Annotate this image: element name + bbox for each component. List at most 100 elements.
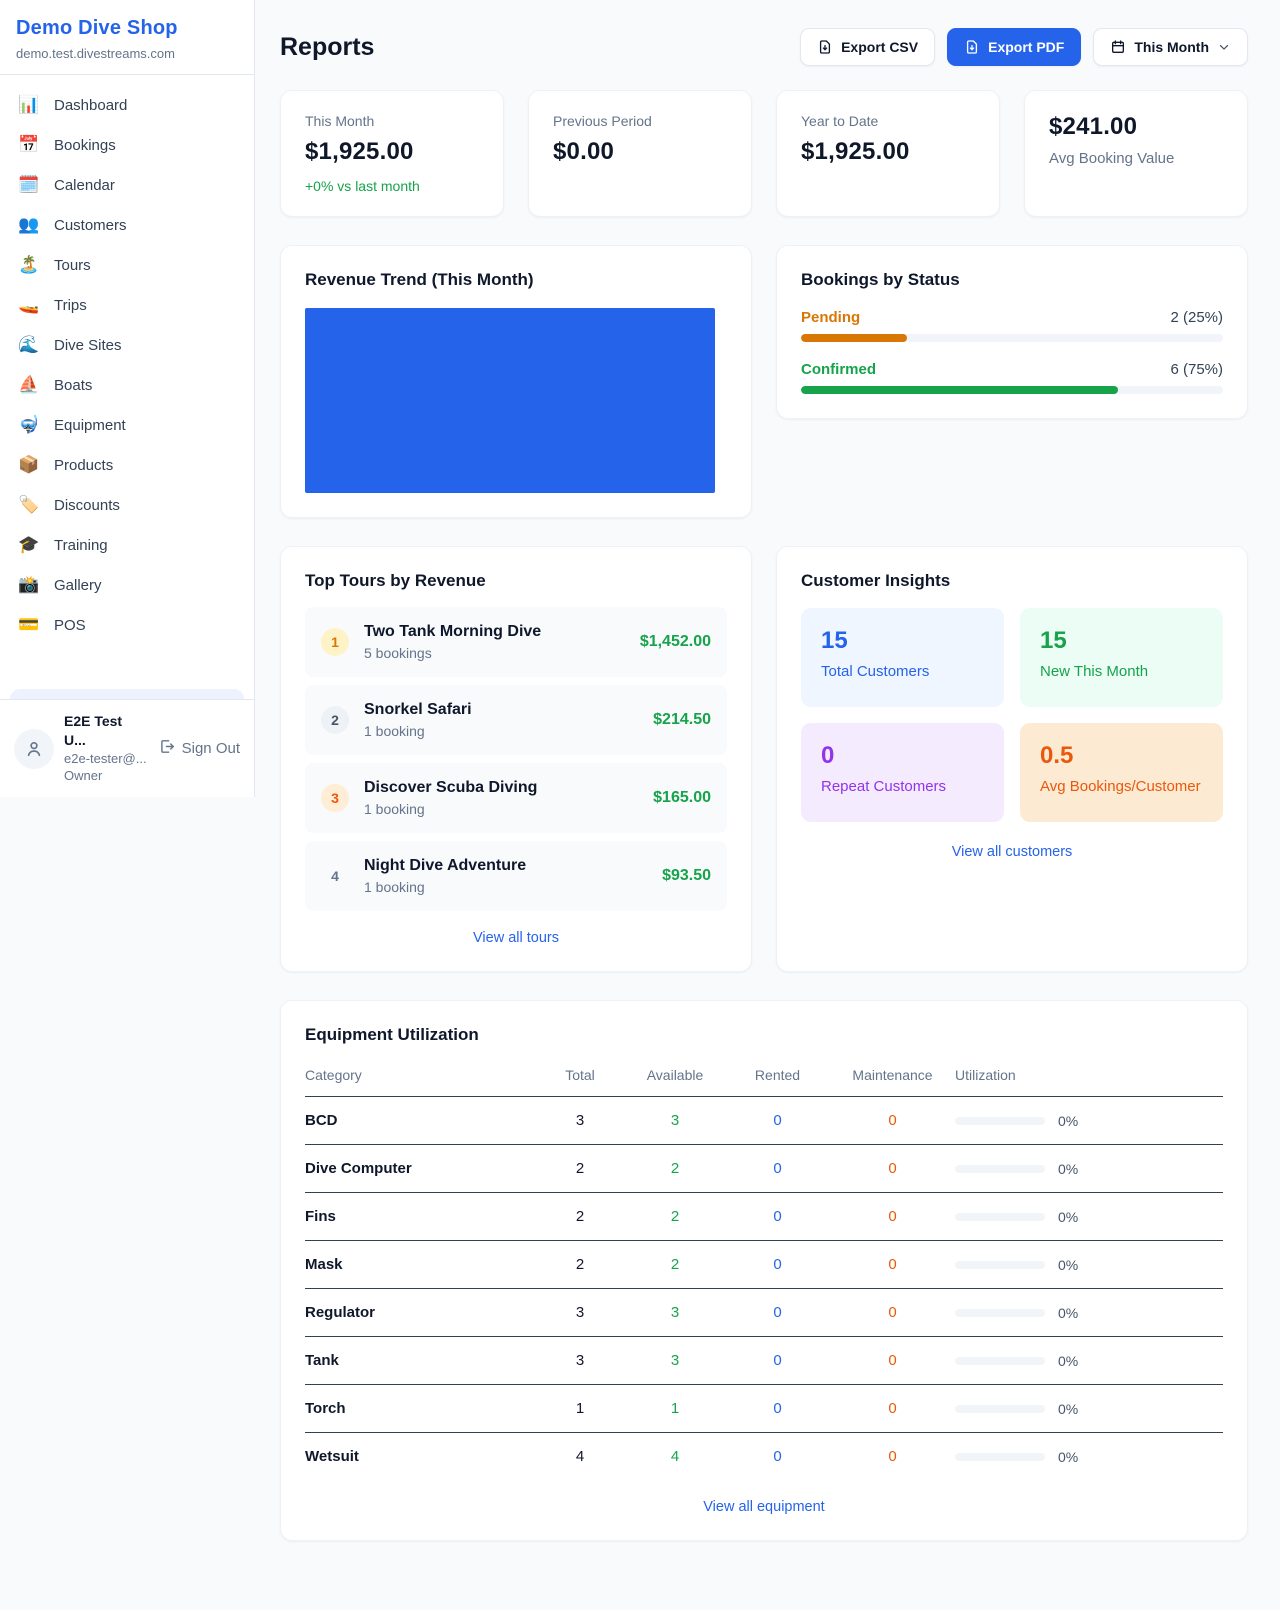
- equipment-total: 2: [535, 1240, 625, 1289]
- sidebar-item-trips[interactable]: 🚤 Trips: [8, 285, 246, 325]
- insights-row: Top Tours by Revenue 1 Two Tank Morning D…: [280, 546, 1248, 972]
- equipment-row: Dive Computer 2 2 0 0 0%: [305, 1144, 1223, 1193]
- top-tours-title: Top Tours by Revenue: [305, 571, 486, 590]
- status-count: 2 (25%): [1170, 309, 1223, 326]
- tours-icon: 🏝️: [18, 255, 40, 274]
- dive-sites-icon: 🌊: [18, 335, 40, 354]
- export-pdf-label: Export PDF: [988, 39, 1065, 55]
- stat-value: $0.00: [553, 138, 615, 165]
- customer-insights-title: Customer Insights: [801, 571, 951, 590]
- equipment-utilization-cell: 0%: [955, 1240, 1223, 1289]
- utilization-track: [955, 1164, 1045, 1173]
- insight-label: Repeat Customers: [821, 778, 947, 795]
- equipment-rented: 0: [725, 1144, 830, 1193]
- view-all-customers-link[interactable]: View all customers: [951, 844, 1073, 860]
- equipment-category: Fins: [305, 1192, 535, 1241]
- tour-row: 1 Two Tank Morning Dive 5 bookings $1,452.0…: [305, 607, 727, 677]
- sidebar-item-gallery[interactable]: 📸 Gallery: [8, 565, 246, 605]
- sidebar-item-dashboard[interactable]: 📊 Dashboard: [8, 85, 246, 125]
- equipment-utilization-cell: 0%: [955, 1096, 1223, 1145]
- stat-label: This Month: [305, 113, 375, 129]
- equipment-column-header: Maintenance: [830, 1059, 955, 1097]
- utilization-track: [955, 1356, 1045, 1365]
- tour-rank-badge: 3: [321, 784, 349, 812]
- equipment-total: 4: [575, 1448, 585, 1465]
- gallery-icon: 📸: [18, 575, 40, 594]
- equipment-row: Wetsuit 4 4 0 0 0%: [305, 1433, 1223, 1481]
- view-all-equipment-link[interactable]: View all equipment: [703, 1499, 825, 1515]
- equipment-total: 1: [535, 1384, 625, 1433]
- utilization-bar: 0%: [955, 1353, 1223, 1369]
- equipment-row: Torch 1 1 0 0 0%: [305, 1384, 1223, 1433]
- sidebar-item-label: Trips: [54, 296, 87, 314]
- sidebar: Demo Dive Shop demo.test.divestreams.com…: [0, 0, 255, 797]
- equipment-category: Wetsuit: [305, 1448, 359, 1465]
- utilization-bar: 0%: [955, 1113, 1223, 1129]
- sign-out-icon: [158, 738, 175, 759]
- stat-card-year-to-date: Year to Date $1,925.00: [776, 90, 1000, 217]
- equipment-maintenance: 0: [830, 1096, 955, 1145]
- insight-value: 15: [821, 627, 848, 654]
- utilization-track: [955, 1404, 1045, 1413]
- sidebar-item-label: Gallery: [54, 576, 102, 594]
- equipment-rented: 0: [725, 1240, 830, 1289]
- equipment-maintenance: 0: [830, 1192, 955, 1241]
- equipment-category: Tank: [305, 1336, 535, 1385]
- utilization-bar: 0%: [955, 1161, 1223, 1177]
- equipment-table-header: Category Total Available Rented Maintenance U…: [305, 1059, 1223, 1097]
- tour-revenue: $214.50: [653, 711, 711, 728]
- utilization-bar: 0%: [955, 1209, 1223, 1225]
- status-progress-track: [801, 386, 1223, 394]
- sidebar-item-label: Training: [54, 536, 108, 554]
- insights-grid: 15 Total Customers 15 New This Month 0 Repeat…: [801, 608, 1223, 822]
- equipment-category: Regulator: [305, 1288, 535, 1337]
- bookings-icon: 📅: [18, 135, 40, 154]
- sidebar-item-customers[interactable]: 👥 Customers: [8, 205, 246, 245]
- sidebar-item-products[interactable]: 📦 Products: [8, 445, 246, 485]
- stat-card-avg-booking-value: $241.00 Avg Booking Value: [1024, 90, 1248, 217]
- equipment-available: 3: [625, 1336, 725, 1385]
- period-select[interactable]: This Month: [1093, 28, 1248, 66]
- sidebar-item-calendar[interactable]: 🗓️ Calendar: [8, 165, 246, 205]
- utilization-percent: 0%: [1058, 1208, 1079, 1225]
- utilization-percent: 0%: [1058, 1256, 1079, 1273]
- sidebar-item-label: Bookings: [54, 136, 116, 154]
- sidebar-item-training[interactable]: 🎓 Training: [8, 525, 246, 565]
- user-footer: E2E Test U... e2e-tester@... Owner Sign …: [0, 699, 254, 797]
- calendar-icon: [1110, 39, 1126, 55]
- sidebar-header: Demo Dive Shop demo.test.divestreams.com: [0, 0, 254, 75]
- utilization-track: [955, 1212, 1045, 1221]
- tour-info: Night Dive Adventure 1 booking: [364, 857, 526, 895]
- status-row-confirmed: Confirmed 6 (75%): [801, 361, 1223, 394]
- sidebar-item-tours[interactable]: 🏝️ Tours: [8, 245, 246, 285]
- insight-value: 15: [1040, 627, 1067, 654]
- equipment-rented: 0: [725, 1288, 830, 1337]
- utilization-percent: 0%: [1058, 1448, 1079, 1465]
- sidebar-item-boats[interactable]: ⛵ Boats: [8, 365, 246, 405]
- tour-bookings: 1 booking: [364, 723, 425, 739]
- sidebar-item-dive-sites[interactable]: 🌊 Dive Sites: [8, 325, 246, 365]
- sidebar-item-bookings[interactable]: 📅 Bookings: [8, 125, 246, 165]
- tour-name: Discover Scuba Diving: [364, 779, 538, 796]
- view-all-tours-link[interactable]: View all tours: [473, 930, 559, 946]
- calendar-icon: 🗓️: [18, 175, 40, 194]
- sidebar-item-equipment[interactable]: 🤿 Equipment: [8, 405, 246, 445]
- insight-label: Total Customers: [821, 663, 930, 680]
- sidebar-item-discounts[interactable]: 🏷️ Discounts: [8, 485, 246, 525]
- equipment-utilization-cell: 0%: [955, 1384, 1223, 1433]
- stat-cards: This Month $1,925.00 +0% vs last month P…: [280, 90, 1248, 217]
- utilization-bar: 0%: [955, 1305, 1223, 1321]
- sign-out-button[interactable]: Sign Out: [158, 738, 240, 759]
- tour-info: Two Tank Morning Dive 5 bookings: [364, 623, 541, 661]
- top-tours-panel: Top Tours by Revenue 1 Two Tank Morning D…: [280, 546, 752, 972]
- page-title: Reports: [280, 32, 375, 61]
- sidebar-item-pos[interactable]: 💳 POS: [8, 605, 246, 645]
- equipment-maintenance: 0: [830, 1384, 955, 1433]
- equipment-column-header: Available: [625, 1059, 725, 1097]
- export-pdf-button[interactable]: Export PDF: [947, 28, 1082, 66]
- utilization-percent: 0%: [1058, 1112, 1079, 1129]
- export-csv-button[interactable]: Export CSV: [800, 28, 936, 66]
- shop-domain: demo.test.divestreams.com: [16, 46, 175, 61]
- equipment-column-header: Rented: [725, 1059, 830, 1097]
- sidebar-item-reports-partial[interactable]: [10, 689, 244, 700]
